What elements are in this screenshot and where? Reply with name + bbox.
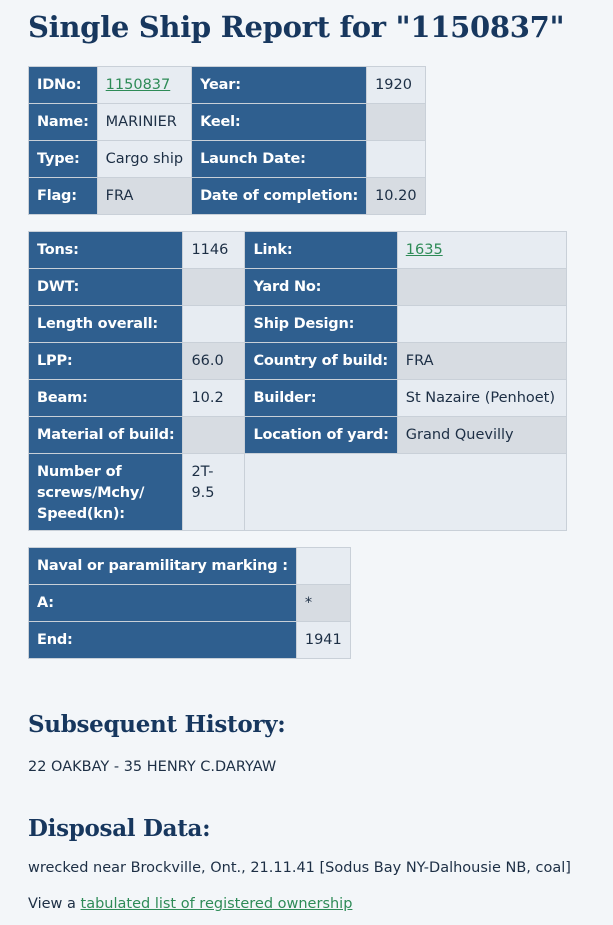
- name-value: MARINIER: [96, 103, 193, 141]
- end-label: End:: [28, 621, 297, 659]
- naval-marking-value: [295, 547, 351, 585]
- disposal-text: wrecked near Brockville, Ont., 21.11.41 …: [28, 860, 571, 876]
- table-row: DWT: Yard No:: [27, 268, 567, 306]
- yard-no-label: Yard No:: [244, 268, 398, 306]
- year-label: Year:: [191, 66, 368, 104]
- a-value: *: [295, 584, 351, 622]
- table-row: Length overall: Ship Design:: [27, 305, 567, 343]
- flag-value: FRA: [96, 177, 193, 215]
- basic-info-table: IDNo: 1150837 Year: 1920 Name: MARINIER …: [28, 66, 426, 215]
- builder-value: St Nazaire (Penhoet): [396, 379, 567, 417]
- idno-cell: 1150837: [96, 66, 193, 104]
- type-value: Cargo ship: [96, 140, 193, 178]
- beam-value: 10.2: [182, 379, 246, 417]
- idno-link[interactable]: 1150837: [105, 77, 171, 93]
- type-label: Type:: [28, 140, 98, 178]
- country-label: Country of build:: [244, 342, 398, 380]
- table-row: Name: MARINIER Keel:: [28, 103, 426, 141]
- length-label: Length overall:: [27, 305, 184, 343]
- tons-label: Tons:: [27, 231, 184, 269]
- lpp-value: 66.0: [182, 342, 246, 380]
- idno-label: IDNo:: [28, 66, 98, 104]
- year-value: 1920: [366, 66, 426, 104]
- empty-cell: [244, 453, 567, 531]
- link-cell: 1635: [396, 231, 567, 269]
- lpp-label: LPP:: [27, 342, 184, 380]
- yard-location-label: Location of yard:: [244, 416, 398, 454]
- ownership-link[interactable]: tabulated list of registered ownership: [80, 896, 353, 912]
- table-row: IDNo: 1150837 Year: 1920: [28, 66, 426, 104]
- specs-table: Tons: 1146 Link: 1635 DWT: Yard No: Leng…: [27, 231, 567, 531]
- a-label: A:: [28, 584, 297, 622]
- launch-date-label: Launch Date:: [191, 140, 368, 178]
- table-row: End: 1941: [28, 621, 351, 659]
- table-row: Flag: FRA Date of completion: 10.20: [28, 177, 426, 215]
- material-label: Material of build:: [27, 416, 184, 454]
- history-heading: Subsequent History:: [28, 711, 286, 738]
- screws-value: 2T-9.5: [182, 453, 246, 531]
- length-value: [182, 305, 246, 343]
- completion-label: Date of completion:: [191, 177, 368, 215]
- completion-value: 10.20: [366, 177, 426, 215]
- country-value: FRA: [396, 342, 567, 380]
- page-title: Single Ship Report for "1150837": [28, 10, 565, 44]
- marking-table: Naval or paramilitary marking : A: * End…: [28, 547, 351, 659]
- view-prefix: View a: [28, 896, 81, 912]
- tons-value: 1146: [182, 231, 246, 269]
- table-row: Material of build: Location of yard: Gra…: [27, 416, 567, 454]
- table-row: A: *: [28, 584, 351, 622]
- table-row: LPP: 66.0 Country of build: FRA: [27, 342, 567, 380]
- keel-label: Keel:: [191, 103, 368, 141]
- dwt-value: [182, 268, 246, 306]
- material-value: [182, 416, 246, 454]
- table-row: Tons: 1146 Link: 1635: [27, 231, 567, 269]
- beam-label: Beam:: [27, 379, 184, 417]
- dwt-label: DWT:: [27, 268, 184, 306]
- builder-label: Builder:: [244, 379, 398, 417]
- table-row: Beam: 10.2 Builder: St Nazaire (Penhoet): [27, 379, 567, 417]
- table-row: Number of screws/Mchy/ Speed(kn): 2T-9.5: [27, 453, 567, 531]
- ship-design-label: Ship Design:: [244, 305, 398, 343]
- keel-value: [366, 103, 426, 141]
- screws-label: Number of screws/Mchy/ Speed(kn):: [27, 453, 184, 531]
- end-value: 1941: [295, 621, 351, 659]
- ship-design-value: [396, 305, 567, 343]
- disposal-heading: Disposal Data:: [28, 815, 211, 842]
- ownership-line: View a tabulated list of registered owne…: [28, 896, 352, 912]
- naval-marking-label: Naval or paramilitary marking :: [28, 547, 297, 585]
- flag-label: Flag:: [28, 177, 98, 215]
- launch-date-value: [366, 140, 426, 178]
- table-row: Naval or paramilitary marking :: [28, 547, 351, 585]
- link-label: Link:: [244, 231, 398, 269]
- yard-no-value: [396, 268, 567, 306]
- name-label: Name:: [28, 103, 98, 141]
- table-row: Type: Cargo ship Launch Date:: [28, 140, 426, 178]
- ship-link[interactable]: 1635: [405, 242, 443, 258]
- yard-location-value: Grand Quevilly: [396, 416, 567, 454]
- history-text: 22 OAKBAY - 35 HENRY C.DARYAW: [28, 759, 277, 775]
